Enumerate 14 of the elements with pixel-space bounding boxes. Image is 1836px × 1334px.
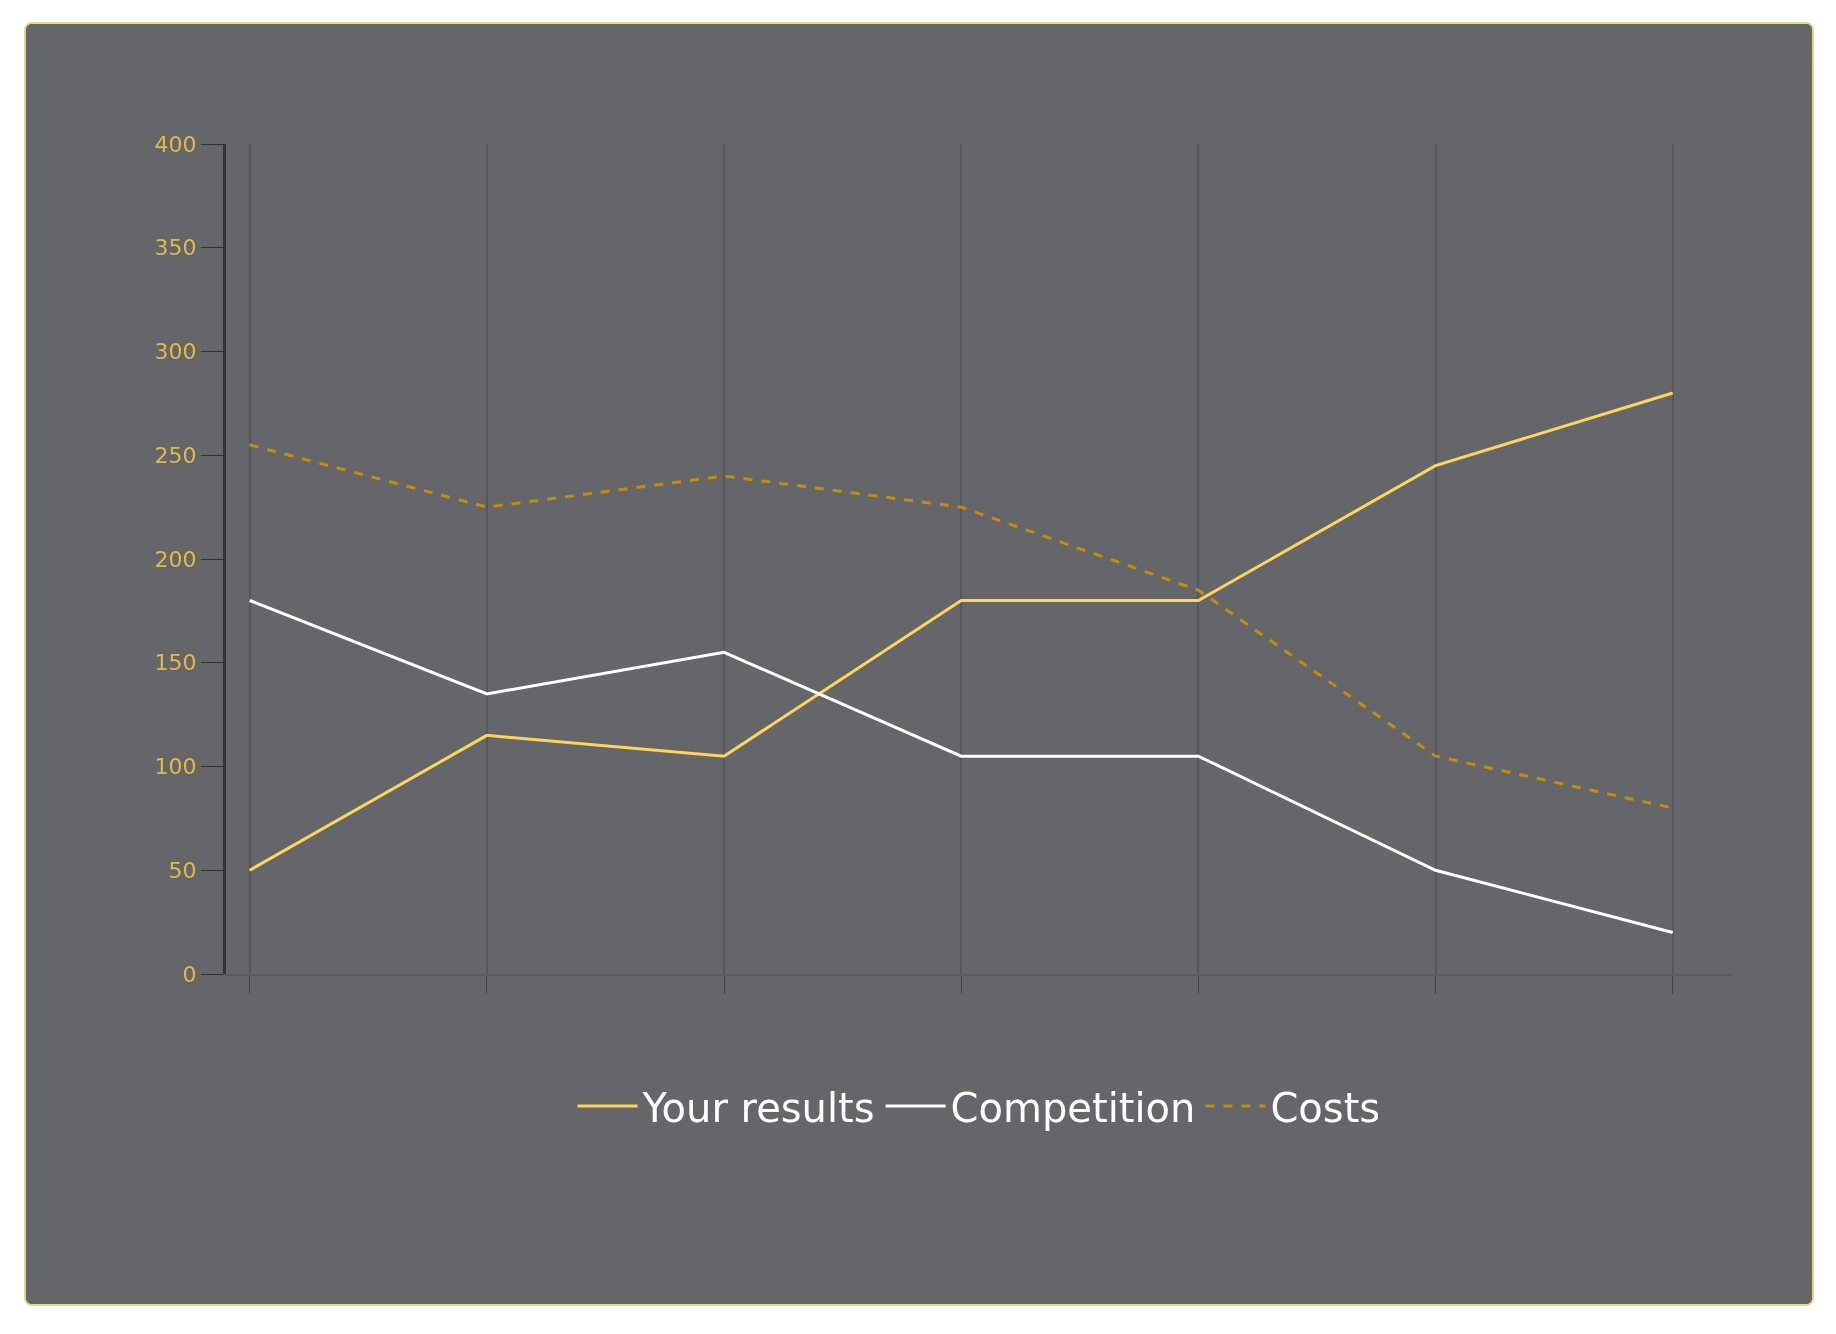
y-tick-label: 300: [154, 339, 197, 365]
y-tick-label: 100: [154, 754, 197, 780]
y-tick-label: 150: [154, 650, 197, 676]
y-tick-label: 400: [154, 131, 197, 157]
y-tick-label: 50: [168, 857, 197, 883]
y-tick-label: 350: [154, 235, 197, 261]
line-series: [248, 391, 1675, 872]
y-tick-label: 0: [182, 961, 197, 987]
y-tick-label: 250: [154, 442, 197, 468]
legend-label: Your results: [641, 1084, 875, 1131]
legend-label: Competition: [950, 1084, 1196, 1131]
line-series: [248, 599, 1675, 934]
legend-label: Costs: [1270, 1084, 1381, 1131]
y-tick-label: 200: [154, 546, 197, 572]
